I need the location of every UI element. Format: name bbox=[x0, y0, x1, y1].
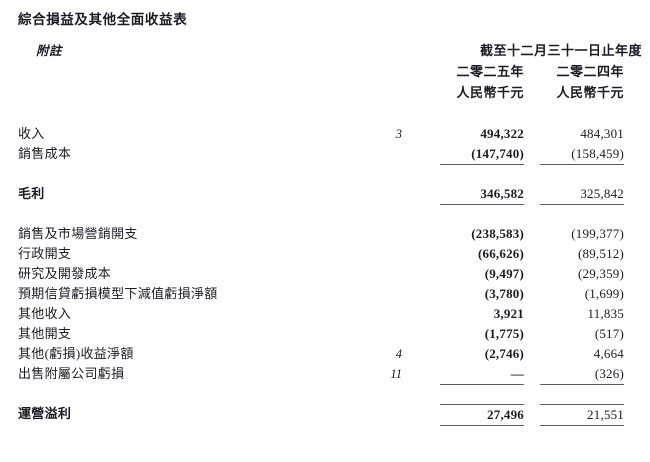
currency-header-2025: 人民幣千元 bbox=[456, 85, 524, 100]
row-label: 其他(虧損)收益淨額 bbox=[18, 346, 134, 361]
table-row: 銷售及市場營銷開支 (238,583) (199,377) bbox=[0, 224, 650, 244]
column-headers: 截至十二月三十一日止年度 二零二五年 二零二四年 附註 人民幣千元 人民幣千元 bbox=[0, 40, 650, 100]
table-row: 其他開支 (1,775) (517) bbox=[0, 324, 650, 344]
row-value-2024: (199,377) bbox=[571, 226, 624, 241]
row-label: 行政開支 bbox=[18, 246, 72, 261]
row-label: 研究及開發成本 bbox=[18, 266, 112, 281]
row-value-2024: 11,835 bbox=[587, 306, 624, 321]
table-row: 行政開支 (66,626) (89,512) bbox=[0, 244, 650, 264]
table-row: 其他(虧損)收益淨額 4 (2,746) 4,664 bbox=[0, 344, 650, 364]
row-label: 其他收入 bbox=[18, 306, 72, 321]
table-row: 出售附屬公司虧損 11 — (326) bbox=[0, 364, 650, 385]
row-value-2024: (89,512) bbox=[577, 246, 624, 261]
row-value-2025: (1,775) bbox=[484, 326, 524, 341]
row-label: 出售附屬公司虧損 bbox=[18, 366, 125, 381]
row-value-2024: (29,359) bbox=[577, 266, 624, 281]
table-row: 預期信貸虧損模型下減值虧損淨額 (3,780) (1,699) bbox=[0, 284, 650, 304]
row-value-2025: — bbox=[440, 364, 524, 385]
row-value-2025: (2,746) bbox=[484, 346, 524, 361]
row-note-reference: 3 bbox=[395, 127, 402, 141]
row-value-2024: 484,301 bbox=[580, 126, 624, 141]
table-row: 銷售成本 (147,740) (158,459) bbox=[0, 144, 650, 165]
row-value-2025: (147,740) bbox=[440, 144, 524, 165]
year-header-2025: 二零二五年 bbox=[456, 64, 524, 79]
row-label: 預期信貸虧損模型下減值虧損淨額 bbox=[18, 286, 218, 301]
row-value-2024: (158,459) bbox=[540, 144, 624, 165]
row-label: 收入 bbox=[18, 126, 45, 141]
row-value-2025: (9,497) bbox=[484, 266, 524, 281]
table-row: 研究及開發成本 (9,497) (29,359) bbox=[0, 264, 650, 284]
row-value-2025: 27,496 bbox=[440, 404, 524, 426]
row-value-2025: 494,322 bbox=[480, 126, 524, 141]
table-row: 其他收入 3,921 11,835 bbox=[0, 304, 650, 324]
row-label: 運營溢利 bbox=[18, 406, 72, 421]
year-header-2024: 二零二四年 bbox=[556, 64, 624, 79]
row-note-reference: 11 bbox=[390, 367, 402, 381]
row-value-2024: 4,664 bbox=[593, 346, 624, 361]
currency-header-2024: 人民幣千元 bbox=[556, 85, 624, 100]
row-value-2024: 325,842 bbox=[540, 184, 624, 205]
page-title: 綜合損益及其他全面收益表 bbox=[18, 12, 188, 27]
row-label: 銷售成本 bbox=[18, 146, 72, 161]
row-value-2025: 3,921 bbox=[493, 306, 524, 321]
row-value-2024: (517) bbox=[594, 326, 624, 341]
table-row: 運營溢利 27,496 21,551 bbox=[0, 404, 650, 426]
row-label: 其他開支 bbox=[18, 326, 72, 341]
row-value-2024: (326) bbox=[540, 364, 624, 385]
row-label: 銷售及市場營銷開支 bbox=[18, 226, 138, 241]
note-column-header: 附註 bbox=[35, 44, 62, 58]
table-row: 收入 3 494,322 484,301 bbox=[0, 124, 650, 144]
row-note-reference: 4 bbox=[395, 347, 402, 361]
row-value-2025: (66,626) bbox=[477, 246, 524, 261]
period-header: 截至十二月三十一日止年度 bbox=[479, 43, 642, 58]
statement-rows: 收入 3 494,322 484,301 銷售成本 (147,740) (158,459) 毛… bbox=[0, 124, 650, 426]
row-value-2024: (1,699) bbox=[584, 286, 624, 301]
row-value-2025: (3,780) bbox=[484, 286, 524, 301]
table-row: 毛利 346,582 325,842 bbox=[0, 184, 650, 205]
row-label: 毛利 bbox=[18, 186, 45, 201]
row-value-2025: 346,582 bbox=[440, 184, 524, 205]
row-value-2025: (238,583) bbox=[471, 226, 524, 241]
row-value-2024: 21,551 bbox=[540, 404, 624, 426]
